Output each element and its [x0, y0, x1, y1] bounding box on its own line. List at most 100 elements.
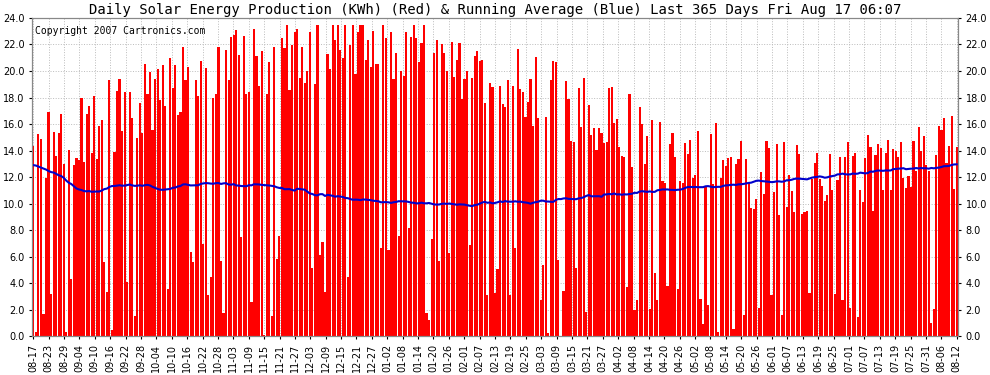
Bar: [905, 188, 907, 336]
Bar: [398, 236, 400, 336]
Bar: [243, 36, 245, 336]
Bar: [50, 294, 52, 336]
Bar: [400, 70, 402, 336]
Bar: [651, 120, 653, 336]
Bar: [616, 119, 618, 336]
Bar: [161, 65, 163, 336]
Bar: [918, 127, 920, 336]
Bar: [96, 159, 98, 336]
Bar: [114, 153, 116, 336]
Bar: [867, 135, 869, 336]
Bar: [783, 142, 785, 336]
Bar: [345, 25, 346, 336]
Bar: [329, 69, 332, 336]
Bar: [260, 51, 262, 336]
Bar: [851, 156, 853, 336]
Bar: [710, 134, 712, 336]
Bar: [38, 134, 40, 336]
Bar: [415, 38, 418, 336]
Bar: [192, 262, 194, 336]
Bar: [608, 87, 610, 336]
Bar: [915, 171, 917, 336]
Bar: [525, 117, 527, 336]
Bar: [250, 302, 252, 336]
Bar: [324, 292, 326, 336]
Bar: [786, 207, 788, 336]
Bar: [936, 155, 938, 336]
Bar: [187, 67, 189, 336]
Bar: [354, 74, 356, 336]
Bar: [252, 29, 255, 336]
Bar: [291, 45, 293, 336]
Bar: [626, 287, 628, 336]
Bar: [80, 98, 82, 336]
Bar: [634, 310, 636, 336]
Bar: [413, 25, 415, 336]
Bar: [154, 79, 156, 336]
Bar: [955, 147, 957, 336]
Bar: [436, 40, 438, 336]
Bar: [65, 333, 67, 336]
Bar: [842, 300, 843, 336]
Bar: [90, 153, 93, 336]
Bar: [453, 76, 455, 336]
Bar: [577, 88, 580, 336]
Bar: [494, 293, 496, 336]
Bar: [60, 114, 62, 336]
Bar: [540, 300, 542, 336]
Bar: [517, 49, 519, 336]
Bar: [184, 80, 186, 336]
Bar: [230, 37, 233, 336]
Bar: [382, 25, 384, 336]
Bar: [35, 332, 37, 336]
Bar: [410, 37, 413, 336]
Bar: [773, 192, 775, 336]
Bar: [225, 50, 227, 336]
Bar: [238, 56, 240, 336]
Bar: [910, 187, 912, 336]
Bar: [372, 31, 374, 336]
Bar: [585, 312, 587, 336]
Bar: [327, 54, 329, 336]
Bar: [281, 38, 283, 336]
Bar: [846, 142, 848, 336]
Bar: [611, 87, 613, 336]
Bar: [869, 147, 871, 336]
Bar: [575, 268, 577, 336]
Bar: [139, 104, 141, 336]
Bar: [75, 158, 77, 336]
Bar: [228, 80, 230, 336]
Bar: [151, 130, 153, 336]
Text: Copyright 2007 Cartronics.com: Copyright 2007 Cartronics.com: [35, 26, 205, 36]
Bar: [164, 106, 166, 336]
Bar: [590, 135, 592, 336]
Bar: [816, 153, 819, 336]
Bar: [380, 248, 382, 336]
Bar: [750, 208, 752, 336]
Bar: [57, 133, 59, 336]
Bar: [265, 94, 267, 336]
Bar: [103, 262, 105, 336]
Bar: [562, 291, 564, 336]
Bar: [644, 164, 645, 336]
Bar: [364, 60, 366, 336]
Bar: [804, 212, 806, 336]
Bar: [293, 32, 296, 336]
Bar: [504, 107, 506, 336]
Bar: [770, 295, 772, 336]
Bar: [359, 25, 361, 336]
Bar: [131, 118, 134, 336]
Bar: [532, 126, 535, 336]
Bar: [463, 80, 465, 336]
Bar: [258, 86, 260, 336]
Bar: [177, 116, 179, 336]
Bar: [583, 78, 585, 336]
Bar: [48, 112, 50, 336]
Bar: [502, 104, 504, 336]
Bar: [476, 51, 478, 336]
Bar: [928, 171, 930, 336]
Bar: [642, 124, 644, 336]
Bar: [694, 175, 697, 336]
Bar: [715, 123, 717, 336]
Bar: [431, 238, 433, 336]
